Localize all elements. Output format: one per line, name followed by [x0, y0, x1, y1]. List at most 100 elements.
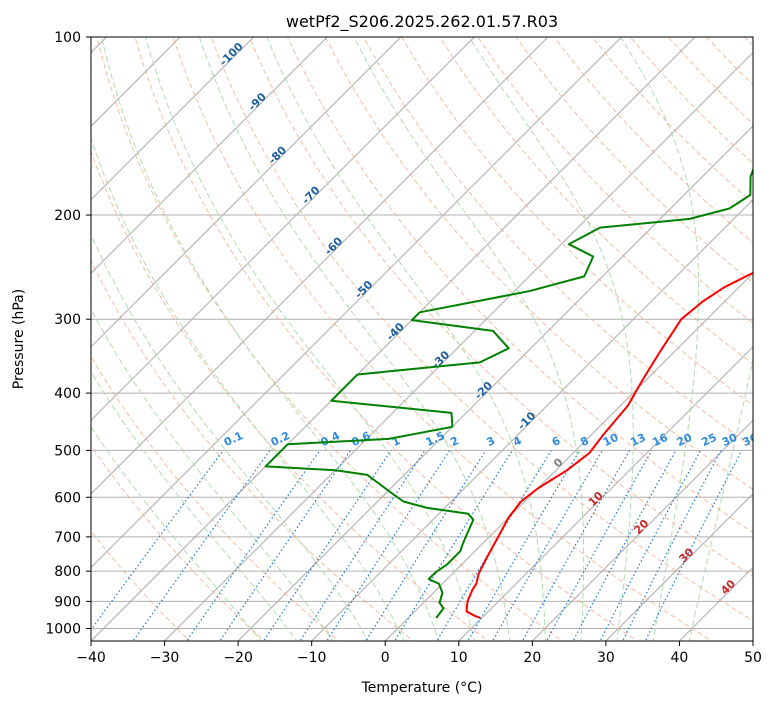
x-tick-label: 20	[523, 650, 541, 666]
dry-adiabat-line	[770, 24, 775, 644]
mixing-ratio-label: 25	[699, 431, 718, 449]
isotherm-line	[91, 37, 181, 127]
isotherm-label: -50	[352, 278, 375, 301]
x-tick-label: 30	[597, 650, 615, 666]
mixing-ratio-line	[299, 450, 426, 641]
isotherm-label: -90	[246, 90, 269, 113]
x-tick-label: −20	[223, 650, 253, 666]
moist-adiabat-line	[468, 37, 634, 641]
dry-adiabat-line	[667, 37, 753, 125]
temperature-profile-line	[465, 271, 753, 619]
moist-adiabat-line	[101, 37, 440, 641]
isotherm-label: 10	[586, 489, 606, 509]
isotherm-line	[752, 640, 753, 641]
mixing-ratio-line	[599, 450, 702, 641]
moist-adiabat-line	[91, 426, 262, 641]
mixing-ratio-label: 0.4	[319, 429, 342, 449]
mixing-ratio-label: 20	[675, 431, 695, 449]
x-tick-label: −30	[150, 650, 180, 666]
mixing-ratio-label: 16	[650, 431, 670, 449]
mixing-ratio-line	[572, 450, 677, 641]
x-tick-label: −10	[297, 650, 327, 666]
chart-title: wetPf2_S206.2025.262.01.57.R03	[286, 12, 558, 32]
dry-adiabat-line	[91, 530, 191, 641]
mixing-ratio-line	[325, 450, 451, 641]
mixing-ratio-line	[621, 450, 722, 641]
moist-adiabat-line	[353, 37, 585, 641]
mixing-ratio-line	[219, 450, 352, 641]
dry-adiabat-line	[515, 37, 753, 284]
mixing-ratio-label: 36	[741, 431, 761, 449]
mixing-ratio-label: 3	[485, 434, 497, 449]
mixing-ratio-line	[185, 450, 321, 641]
x-tick-label: 10	[450, 650, 468, 666]
x-tick-label: 50	[744, 650, 762, 666]
isotherm-line	[91, 37, 402, 348]
mixing-ratio-line	[365, 450, 487, 641]
plot-frame	[90, 36, 754, 642]
plot-area	[91, 24, 775, 644]
y-axis: 1000 900 800 700 600 500 400 300 200 100	[45, 30, 91, 637]
dry-adiabat-line	[91, 355, 340, 641]
y-tick-label: 400	[54, 386, 81, 402]
moist-adiabat-line	[145, 37, 475, 641]
isotherm-label: -80	[266, 143, 289, 166]
dry-adiabat-line	[172, 37, 713, 641]
dry-adiabat-line	[91, 259, 415, 641]
isotherm-label: -100	[217, 40, 246, 69]
dry-adiabat-line	[591, 37, 753, 204]
isotherm-label: 20	[631, 517, 651, 537]
mixing-ratio-line	[262, 450, 392, 641]
y-axis-label: Pressure (hPa)	[11, 289, 27, 389]
mixing-ratio-line	[132, 450, 271, 641]
mixing-ratio-label: 2	[448, 434, 460, 449]
dry-adiabat-line	[286, 37, 753, 534]
dry-adiabat-line	[91, 150, 489, 641]
mixing-ratio-line	[467, 450, 581, 641]
y-tick-label: 600	[54, 490, 81, 506]
y-tick-label: 700	[54, 530, 81, 546]
moist-adiabat-line	[91, 370, 298, 641]
moist-adiabat-line	[91, 136, 405, 641]
mixing-ratio-line	[394, 450, 513, 641]
mixing-ratio-line	[91, 450, 224, 631]
y-tick-label: 1000	[45, 621, 81, 637]
isotherm-label: -70	[299, 183, 322, 206]
isotherm-line	[91, 37, 476, 422]
moist-adiabat-line	[620, 37, 700, 641]
x-tick-label: 0	[381, 650, 390, 666]
isotherm-line	[91, 37, 696, 641]
isotherm-line	[91, 37, 549, 495]
isotherm-label: 30	[676, 545, 696, 565]
mixing-ratio-label: 8	[578, 434, 590, 449]
x-tick-label: −40	[76, 650, 106, 666]
moist-adiabat-line	[266, 37, 546, 641]
dry-adiabat-line	[439, 37, 753, 365]
mixing-ratio-line	[644, 450, 743, 641]
y-tick-label: 100	[54, 30, 81, 46]
isotherm-line	[458, 346, 753, 641]
dry-adiabat-line	[477, 37, 753, 324]
dry-adiabat-line	[324, 37, 753, 490]
dry-adiabat-line	[248, 37, 753, 577]
isotherm-label: -60	[322, 234, 345, 257]
dry-adiabat-line	[401, 37, 753, 406]
moist-adiabat-line	[198, 37, 511, 641]
y-tick-label: 800	[54, 564, 81, 580]
isotherm-line	[310, 198, 753, 641]
dry-adiabat-line	[210, 37, 753, 622]
dry-adiabat-line	[134, 37, 639, 641]
isotherm-line	[163, 51, 753, 641]
moist-adiabat-line	[91, 308, 334, 641]
moist-adiabat-line	[91, 233, 369, 641]
isopleth-labels: 0.1 0.2 0.4 0.6 1 1.5 2 3 4 6 8 10 13 16 20 25 30 36-100-…	[217, 40, 761, 597]
isotherm-line	[91, 37, 623, 569]
isotherm-line	[531, 419, 753, 641]
isotherm-line	[605, 493, 753, 641]
isotherm-line	[91, 37, 328, 274]
y-tick-label: 300	[54, 312, 81, 328]
dry-adiabat-line	[743, 37, 753, 47]
y-tick-label: 200	[54, 208, 81, 224]
